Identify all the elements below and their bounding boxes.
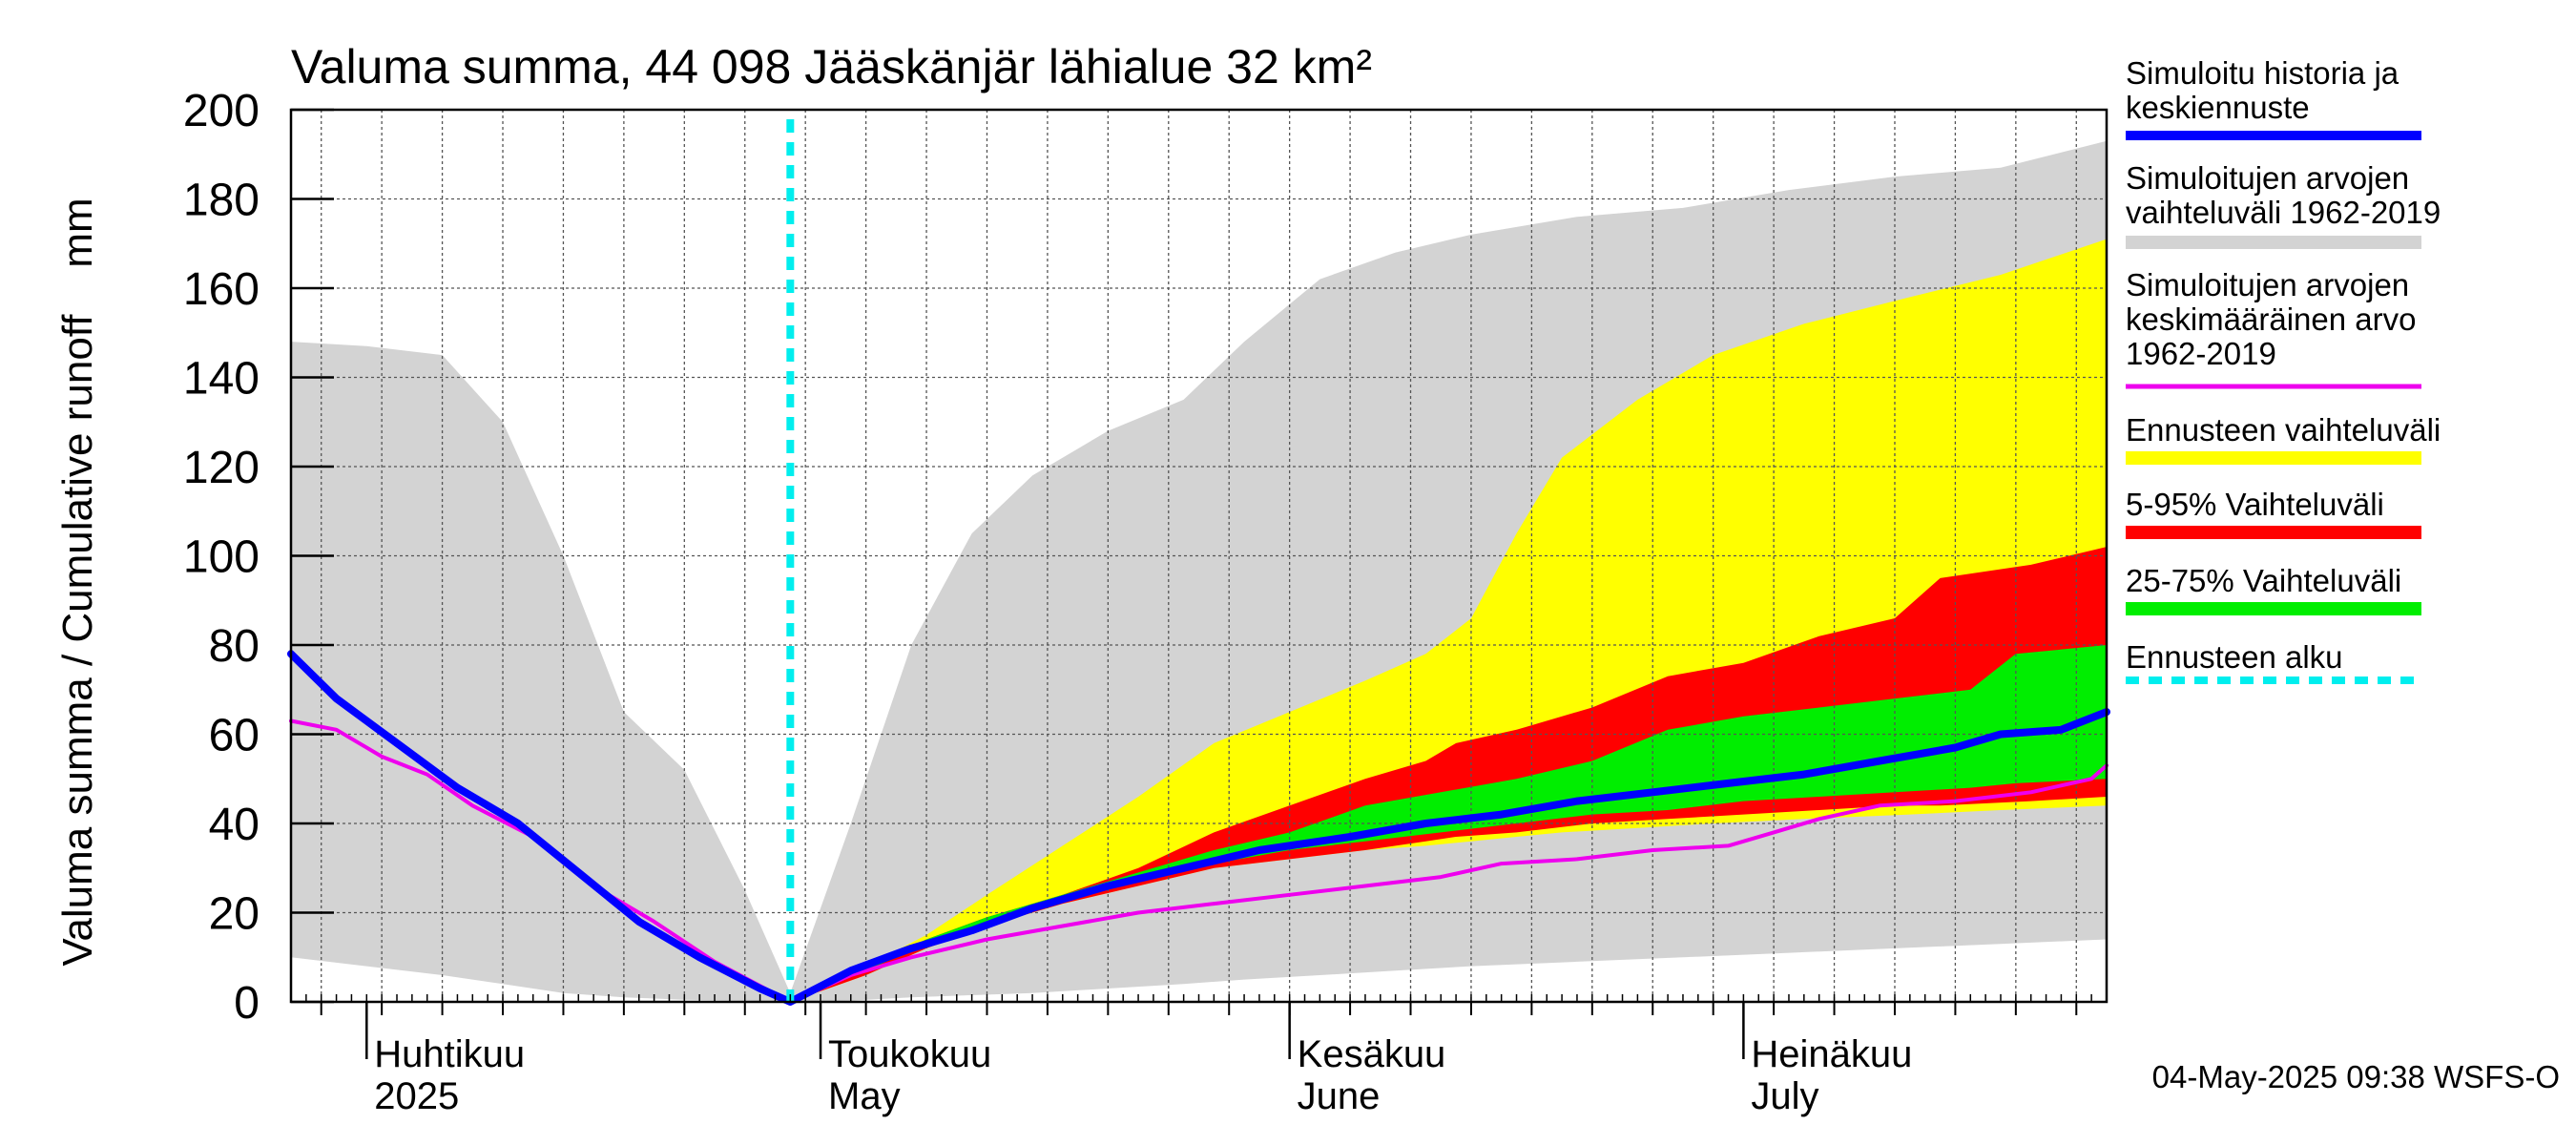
- x-month-label: Kesäkuu: [1298, 1033, 1446, 1075]
- y-tick-label: 0: [234, 978, 260, 1029]
- legend-label: Simuloitujen arvojen: [2126, 267, 2409, 302]
- y-tick-label: 60: [209, 711, 260, 761]
- y-tick-label: 180: [183, 176, 260, 226]
- legend-label: 1962-2019: [2126, 336, 2276, 371]
- legend-label: keskiennuste: [2126, 90, 2310, 125]
- y-tick-label: 20: [209, 889, 260, 940]
- y-tick-label: 140: [183, 354, 260, 405]
- y-tick-label: 100: [183, 532, 260, 583]
- legend-label: Ennusteen vaihteluväli: [2126, 412, 2441, 448]
- legend-label: 25-75% Vaihteluväli: [2126, 563, 2401, 598]
- y-tick-label: 120: [183, 443, 260, 493]
- y-tick-label: 160: [183, 264, 260, 315]
- history-line: [287, 650, 2110, 1006]
- legend-label: Simuloitu historia ja: [2126, 55, 2399, 91]
- x-month-label: Toukokuu: [828, 1033, 991, 1075]
- legend-label: Ennusteen alku: [2126, 639, 2343, 675]
- legend-label: keskimääräinen arvo: [2126, 302, 2416, 337]
- legend-label: 5-95% Vaihteluväli: [2126, 487, 2384, 522]
- chart-title: Valuma summa, 44 098 Jääskänjär lähialue…: [291, 40, 1372, 94]
- y-tick-label: 200: [183, 86, 260, 136]
- p5-95-band: [790, 547, 2107, 1002]
- x-month-sublabel: May: [828, 1075, 901, 1117]
- y-axis-label: Valuma summa / Cumulative runoff mm: [54, 198, 101, 966]
- x-month-sublabel: 2025: [374, 1075, 459, 1117]
- y-tick-label: 80: [209, 621, 260, 672]
- footer-timestamp: 04-May-2025 09:38 WSFS-O: [2152, 1059, 2560, 1094]
- legend-label: Simuloitujen arvojen: [2126, 160, 2409, 196]
- x-month-sublabel: June: [1298, 1075, 1381, 1117]
- y-tick-label: 40: [209, 800, 260, 850]
- x-month-label: Heinäkuu: [1751, 1033, 1912, 1075]
- x-month-label: Huhtikuu: [374, 1033, 525, 1075]
- x-month-sublabel: July: [1751, 1075, 1818, 1117]
- legend-label: vaihteluväli 1962-2019: [2126, 195, 2441, 230]
